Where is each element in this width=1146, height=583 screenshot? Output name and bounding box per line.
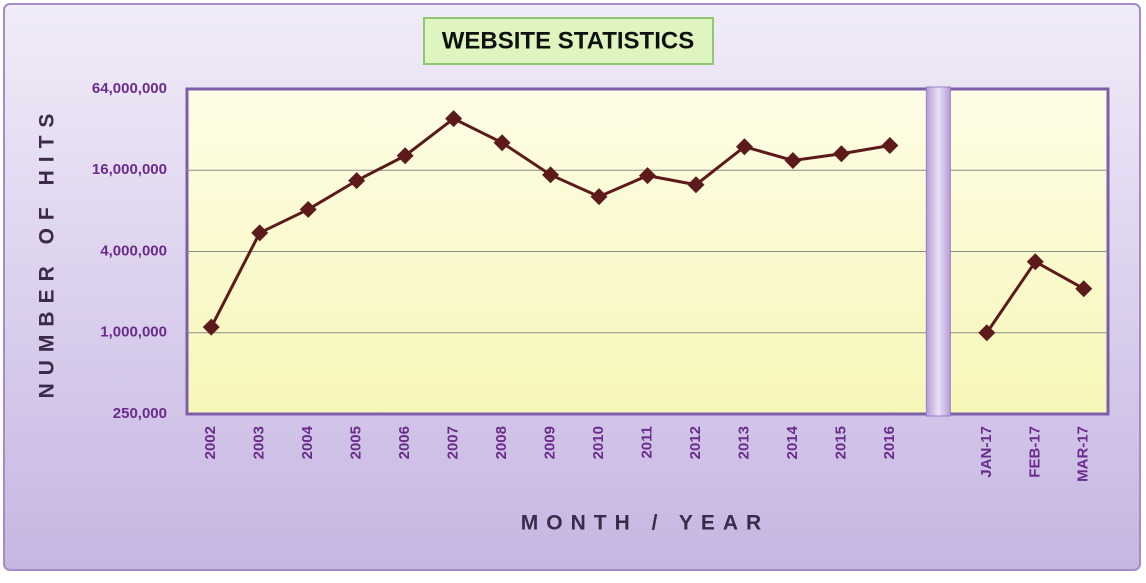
x-tick-label: 2002 xyxy=(202,426,219,459)
x-tick-label: 2005 xyxy=(348,426,365,459)
x-tick-label: FEB-17 xyxy=(1026,426,1043,478)
separator xyxy=(925,86,951,417)
title-box xyxy=(423,17,714,65)
data-point xyxy=(493,134,511,152)
x-tick-label: 2010 xyxy=(590,426,607,459)
y-tick-label: 250,000 xyxy=(113,405,167,422)
y-tick-label: 4,000,000 xyxy=(100,242,167,259)
data-point xyxy=(735,138,753,156)
y-tick-label: 64,000,000 xyxy=(92,80,167,97)
x-tick-label: 2004 xyxy=(299,425,316,459)
y-tick-label: 1,000,000 xyxy=(100,324,167,341)
x-tick-label: MAR-17 xyxy=(1075,426,1092,482)
data-point xyxy=(590,188,608,206)
x-tick-label: 2016 xyxy=(881,426,898,459)
x-tick-label: 2008 xyxy=(493,426,510,459)
x-tick-label: JAN-17 xyxy=(978,426,995,478)
x-tick-label: 2003 xyxy=(251,426,268,459)
x-tick-label: 2012 xyxy=(687,426,704,459)
x-tick-label: 2015 xyxy=(832,426,849,459)
data-point xyxy=(639,167,656,185)
data-point xyxy=(784,152,802,169)
data-point xyxy=(881,137,899,155)
data-point xyxy=(445,110,463,128)
x-tick-label: 2013 xyxy=(735,426,752,459)
x-tick-label: 2011 xyxy=(638,426,655,459)
y-axis-title: NUMBER OF HITS xyxy=(36,106,59,399)
data-point xyxy=(978,324,996,342)
data-point xyxy=(687,176,705,194)
x-tick-label: 2009 xyxy=(542,426,559,459)
x-tick-label: 2007 xyxy=(445,426,462,459)
x-axis-title: MONTH / YEAR xyxy=(521,512,769,535)
x-tick-label: 2014 xyxy=(784,425,801,459)
data-point xyxy=(832,145,850,163)
data-point xyxy=(542,166,560,184)
x-tick-label: 2006 xyxy=(396,426,413,459)
data-point xyxy=(396,147,414,165)
data-point xyxy=(251,224,269,242)
y-tick-label: 16,000,000 xyxy=(92,161,167,178)
chart-title: WEBSITE STATISTICS xyxy=(442,27,694,54)
data-point xyxy=(348,172,366,190)
data-point xyxy=(202,318,220,336)
data-point xyxy=(299,200,317,218)
